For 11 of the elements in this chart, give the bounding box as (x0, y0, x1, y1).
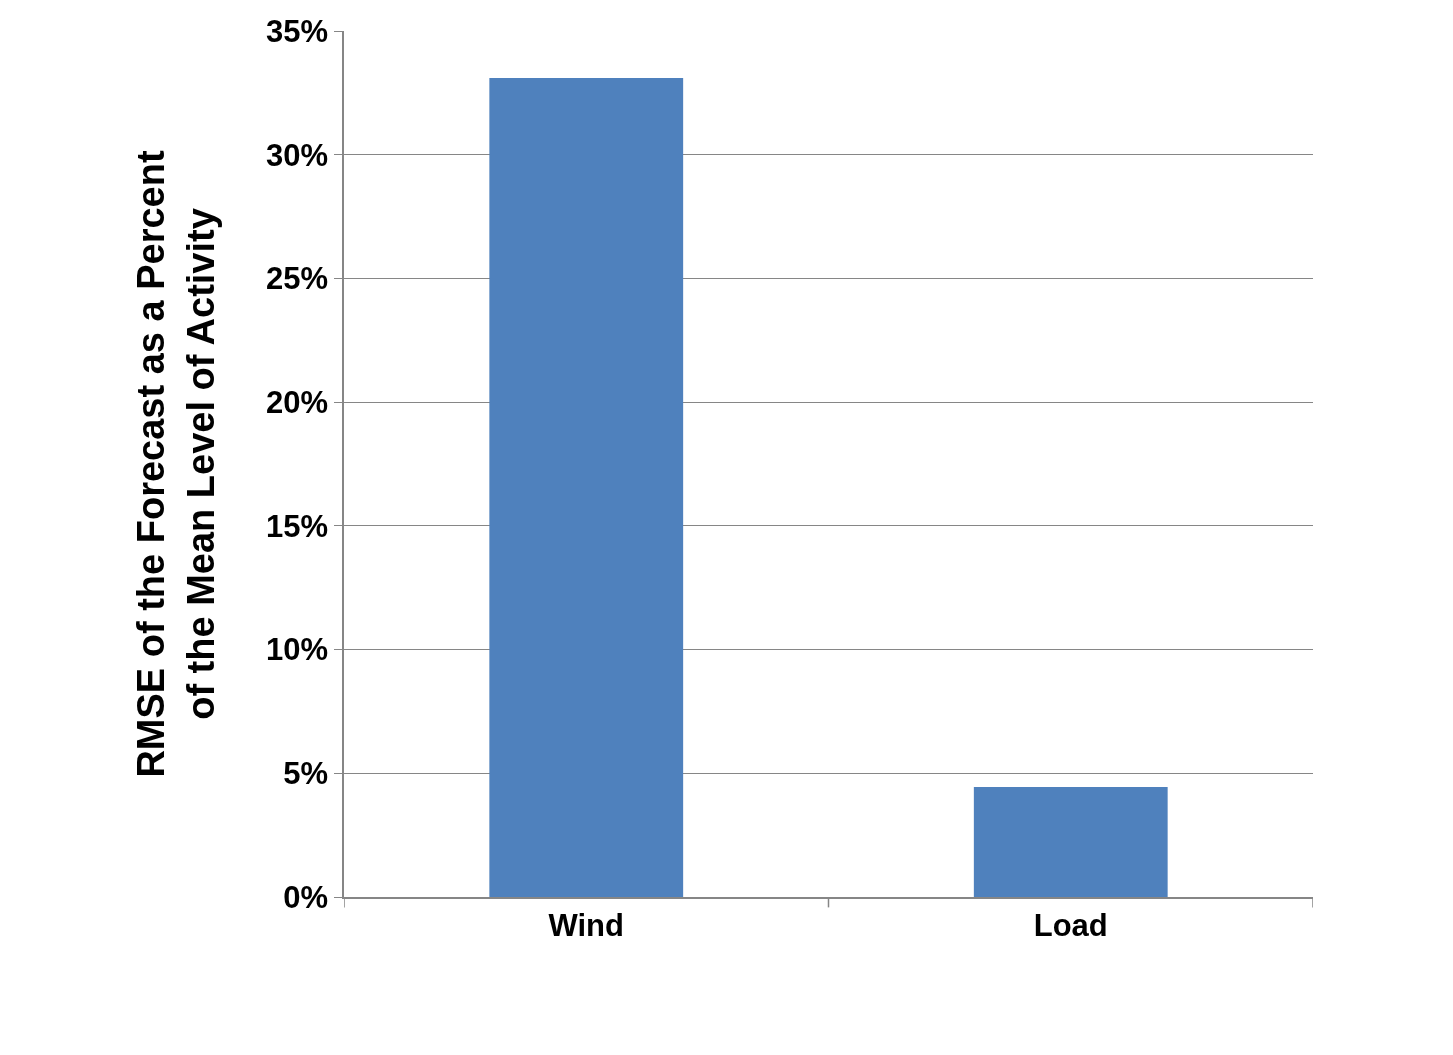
y-tick-label: 25% (266, 261, 329, 297)
y-tick-label: 30% (266, 137, 329, 173)
y-tick-label: 10% (266, 632, 329, 668)
y-tick-label: 15% (266, 508, 329, 544)
y-tick-label: 35% (266, 13, 329, 49)
y-tick-label: 20% (266, 384, 329, 420)
y-axis-title: RMSE of the Forecast as a Percent of the Mean Level of Activity (130, 150, 222, 778)
x-tick-label: Load (1033, 907, 1108, 943)
y-tick-label: 0% (283, 879, 329, 915)
x-tick-label: Wind (548, 907, 624, 943)
y-tick-label: 5% (283, 756, 329, 792)
